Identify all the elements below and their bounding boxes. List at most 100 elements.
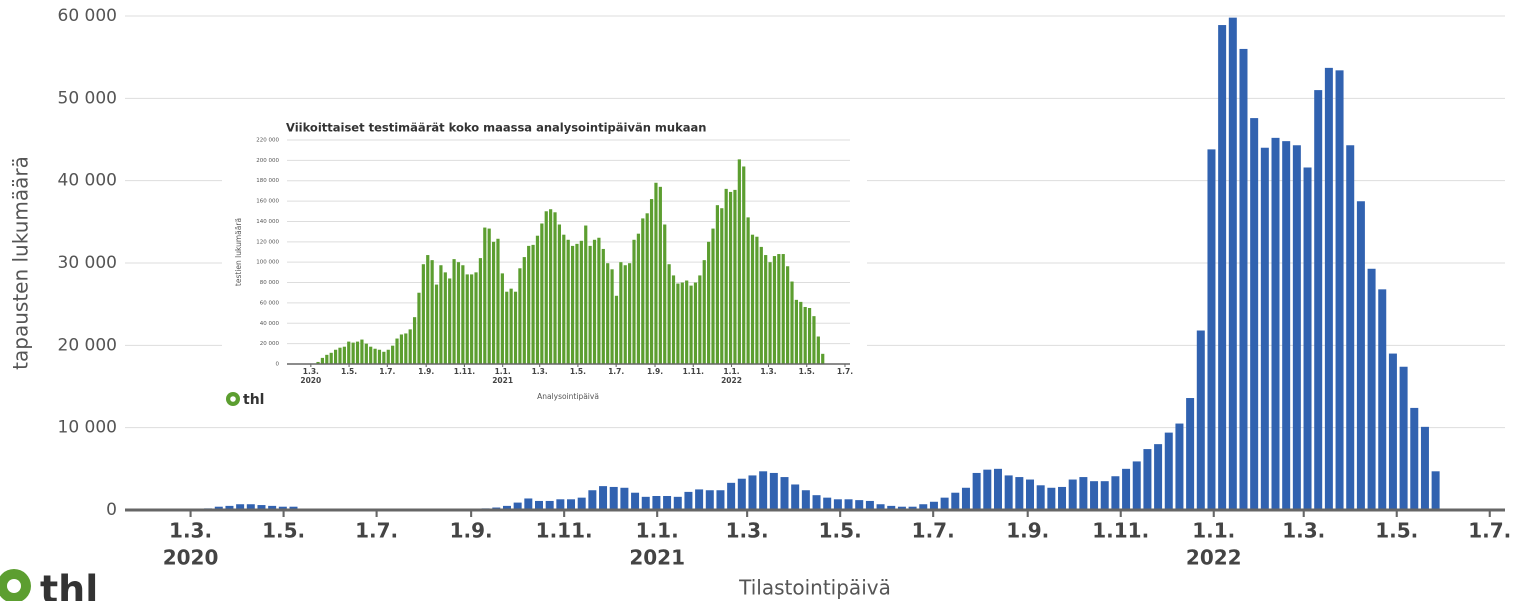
bar — [833, 499, 842, 510]
x-tick-label: 1.3. — [760, 367, 776, 376]
bar — [777, 254, 781, 364]
bar — [412, 317, 417, 364]
bar — [940, 497, 949, 510]
bar — [351, 342, 355, 364]
x-tick-label: 1.11. — [683, 367, 705, 376]
bar — [214, 506, 223, 510]
bar — [684, 491, 693, 510]
bar — [474, 272, 478, 364]
x-tick-label: 1.1. — [495, 367, 511, 376]
bar — [562, 234, 566, 364]
bar — [961, 487, 970, 510]
bar — [545, 500, 554, 510]
bar — [470, 274, 474, 364]
bar — [737, 478, 746, 510]
bar — [1143, 449, 1152, 510]
y-tick-label: 60 000 — [58, 6, 117, 26]
y-tick-label: 80 000 — [260, 280, 280, 286]
x-tick-label: 1.3. — [726, 519, 769, 543]
bar — [320, 357, 325, 364]
bar — [728, 191, 733, 364]
main-chart: 0 10 000 20 000 30 000 40 000 50 000 60 000 1.3… — [58, 6, 1512, 570]
y-tick-label: 180 000 — [256, 178, 279, 184]
bar — [1154, 444, 1163, 510]
bar — [673, 496, 682, 510]
x-tick-label: 1.11. — [536, 519, 593, 543]
bar — [225, 505, 234, 510]
y-tick-label: 160 000 — [256, 199, 279, 205]
bar — [1303, 167, 1312, 510]
bar — [588, 490, 597, 510]
x-tick-label: 1.7. — [379, 367, 395, 376]
bar — [540, 223, 544, 364]
bar — [430, 260, 434, 364]
bar — [1431, 471, 1440, 510]
bar — [658, 186, 662, 364]
bar — [268, 505, 277, 510]
x-tick-label: 1.9. — [418, 367, 434, 376]
bar — [426, 255, 430, 364]
bar — [1175, 423, 1184, 510]
bar — [588, 245, 592, 364]
bar — [535, 235, 540, 364]
y-tick-label: 20 000 — [58, 335, 117, 355]
y-tick-label: 220 000 — [256, 138, 279, 144]
bar — [695, 489, 704, 510]
bar — [887, 505, 896, 510]
bar — [316, 361, 320, 364]
bar — [544, 211, 548, 364]
bar — [579, 240, 583, 364]
bar — [1218, 25, 1227, 510]
bar — [1346, 145, 1355, 510]
bar — [724, 188, 728, 364]
bar — [1068, 479, 1077, 510]
bar — [676, 283, 680, 364]
bar — [1026, 479, 1035, 510]
bar — [527, 245, 531, 364]
bar — [755, 236, 759, 364]
bar — [452, 259, 456, 364]
x-tick-label: 1.7. — [837, 367, 853, 376]
logo: thl — [0, 568, 98, 601]
bar — [733, 189, 737, 364]
bar — [654, 182, 658, 364]
bar — [1090, 481, 1099, 510]
bar — [342, 346, 346, 364]
bar — [502, 505, 511, 510]
bar — [685, 280, 689, 364]
bar — [395, 338, 399, 364]
bar — [399, 334, 404, 364]
bar — [707, 241, 711, 364]
bar — [693, 282, 698, 364]
bar — [636, 233, 641, 364]
bar — [794, 299, 798, 364]
bar — [769, 472, 778, 510]
bar — [329, 352, 333, 364]
bar — [347, 341, 351, 364]
bar — [791, 484, 800, 510]
bar — [750, 234, 755, 364]
bar — [972, 472, 981, 510]
bar — [1058, 486, 1067, 510]
bar — [584, 225, 588, 364]
bar — [737, 159, 741, 364]
bar — [278, 506, 287, 510]
bar — [443, 272, 447, 364]
bar — [1004, 475, 1013, 510]
bar — [1079, 477, 1088, 510]
bar — [768, 262, 772, 364]
bar — [667, 264, 671, 364]
x-tick-label: 1.5. — [799, 367, 815, 376]
bar — [1292, 145, 1301, 510]
inset-logo: thl — [226, 392, 264, 408]
bar — [246, 504, 255, 510]
bar — [360, 339, 364, 364]
bar — [549, 209, 553, 364]
y-tick-label: 0 — [276, 362, 280, 368]
bar — [786, 266, 790, 364]
bar — [355, 341, 360, 364]
bar — [993, 468, 1002, 510]
bar — [570, 245, 575, 364]
bar — [448, 278, 452, 364]
